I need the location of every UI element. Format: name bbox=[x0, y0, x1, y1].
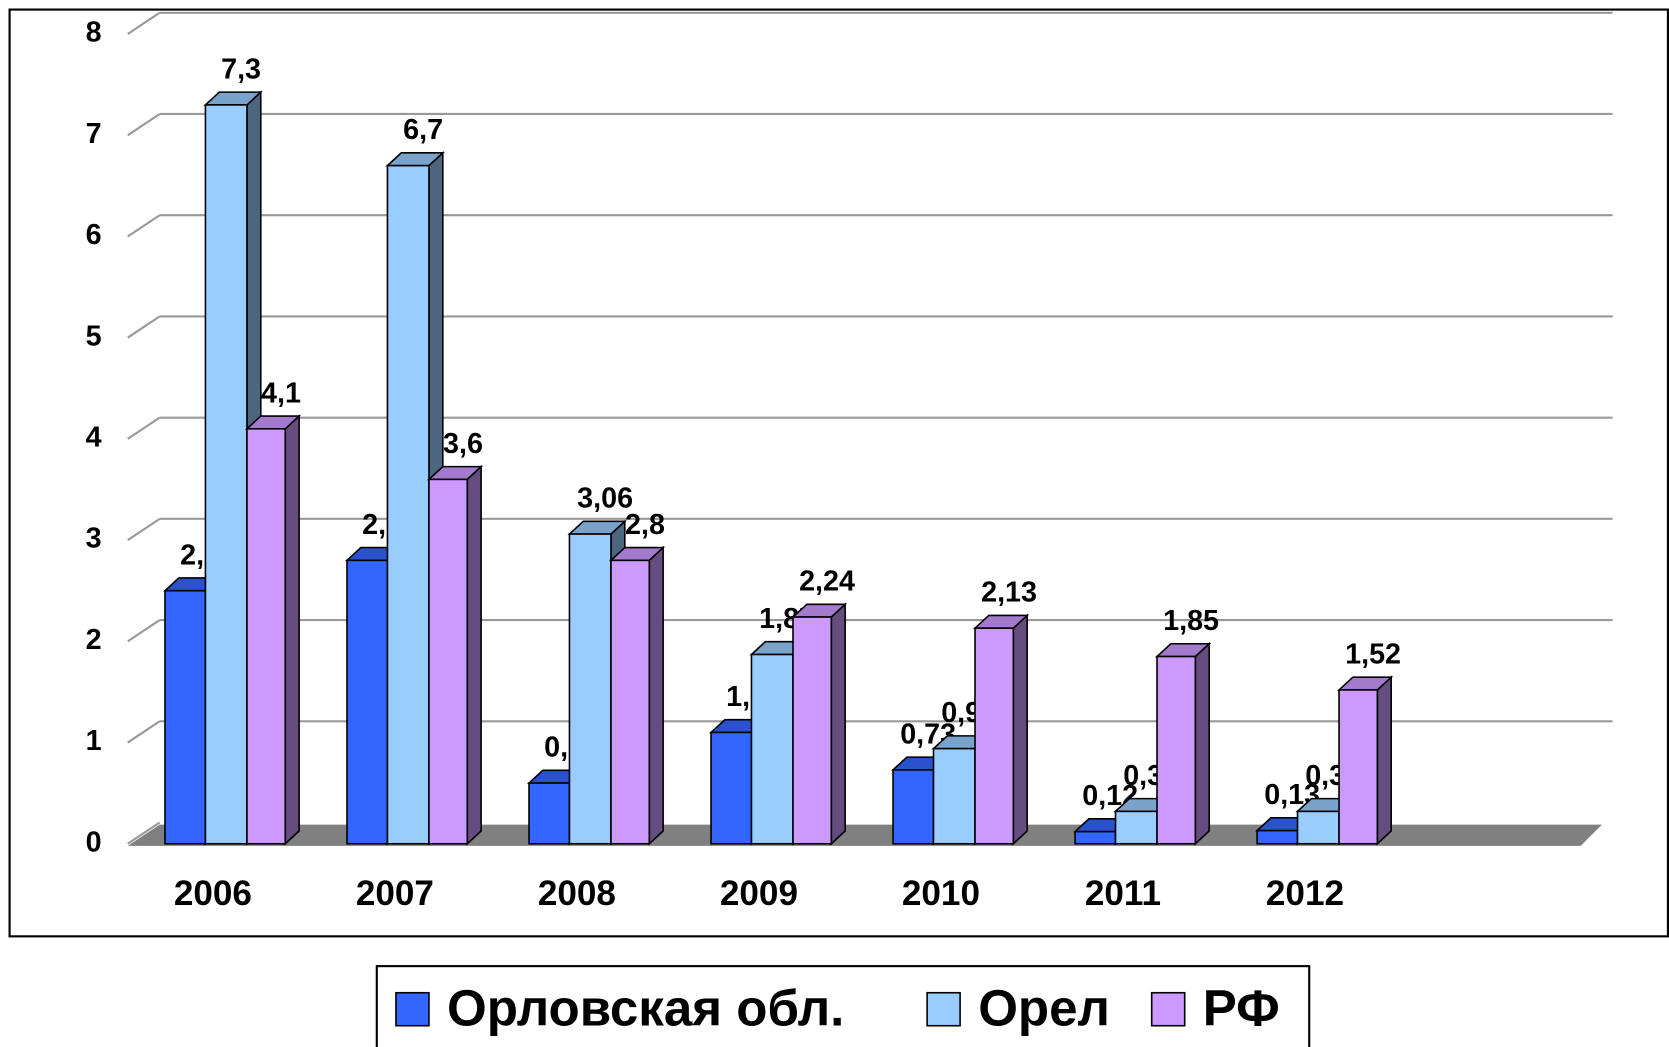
x-tick-label: 2012 bbox=[1266, 874, 1344, 913]
y-tick-label: 2 bbox=[86, 624, 102, 656]
bar-side bbox=[1376, 675, 1392, 846]
bar-side bbox=[830, 602, 846, 846]
y-tick-label: 5 bbox=[86, 320, 102, 352]
y-tick-label: 7 bbox=[86, 118, 102, 150]
bar bbox=[1338, 689, 1379, 845]
y-tick-label: 3 bbox=[86, 523, 102, 555]
value-label: 3,06 bbox=[577, 483, 633, 515]
tick-line bbox=[127, 113, 161, 137]
bar bbox=[610, 559, 651, 845]
bar-side bbox=[466, 464, 482, 846]
value-label: 2,13 bbox=[981, 577, 1037, 609]
y-tick-label: 1 bbox=[86, 725, 102, 757]
bar bbox=[528, 782, 571, 845]
bar-side bbox=[1194, 641, 1210, 846]
bar bbox=[1114, 810, 1158, 845]
tick-line bbox=[127, 619, 161, 643]
bar bbox=[1156, 655, 1197, 845]
bar bbox=[1256, 829, 1299, 845]
x-tick-label: 2010 bbox=[902, 874, 980, 913]
x-tick-label: 2007 bbox=[356, 874, 434, 913]
bar bbox=[974, 627, 1015, 845]
value-label: 7,3 bbox=[221, 53, 261, 85]
tick-line bbox=[127, 11, 161, 35]
floor bbox=[127, 824, 1602, 846]
bar bbox=[892, 769, 935, 845]
value-label: 1,52 bbox=[1345, 638, 1401, 670]
x-tick-label: 2009 bbox=[720, 874, 798, 913]
y-tick-label: 0 bbox=[86, 826, 102, 858]
value-label: 2,24 bbox=[799, 566, 855, 598]
bar bbox=[568, 533, 612, 845]
tick-line bbox=[127, 720, 161, 744]
bar bbox=[204, 104, 248, 845]
tick-line bbox=[127, 315, 161, 339]
bar-side bbox=[648, 545, 664, 846]
x-tick-label: 2006 bbox=[174, 874, 252, 913]
legend-swatch bbox=[926, 991, 961, 1027]
bar-side bbox=[1012, 613, 1028, 846]
bar bbox=[428, 478, 469, 845]
legend-swatch bbox=[395, 991, 430, 1027]
bar bbox=[164, 589, 207, 845]
value-label: 2,8 bbox=[625, 509, 665, 541]
bar bbox=[932, 747, 976, 845]
x-tick-label: 2011 bbox=[1085, 874, 1161, 913]
bar bbox=[750, 653, 794, 845]
bar bbox=[386, 164, 430, 845]
y-tick-label: 8 bbox=[86, 17, 102, 49]
value-label: 1,85 bbox=[1163, 605, 1219, 637]
y-tick-label: 4 bbox=[86, 422, 102, 454]
bar bbox=[1296, 810, 1340, 845]
tick-line bbox=[127, 821, 161, 845]
bar-side bbox=[284, 414, 300, 846]
tick-line bbox=[127, 416, 161, 440]
y-tick-label: 6 bbox=[86, 219, 102, 251]
bar bbox=[1074, 830, 1117, 845]
legend-label: Орловская обл. bbox=[447, 979, 844, 1036]
legend-label: Орел bbox=[978, 979, 1110, 1036]
value-label: 6,7 bbox=[403, 114, 443, 146]
bar bbox=[710, 731, 753, 845]
tick-line bbox=[127, 214, 161, 238]
legend-label: РФ bbox=[1203, 979, 1280, 1036]
value-label: 4,1 bbox=[261, 377, 301, 409]
bar bbox=[346, 559, 389, 845]
tick-line bbox=[127, 517, 161, 542]
value-label: 3,6 bbox=[443, 428, 483, 460]
legend-swatch bbox=[1150, 991, 1186, 1027]
x-tick-label: 2008 bbox=[538, 874, 616, 913]
bar bbox=[792, 616, 833, 845]
bar bbox=[246, 427, 287, 845]
